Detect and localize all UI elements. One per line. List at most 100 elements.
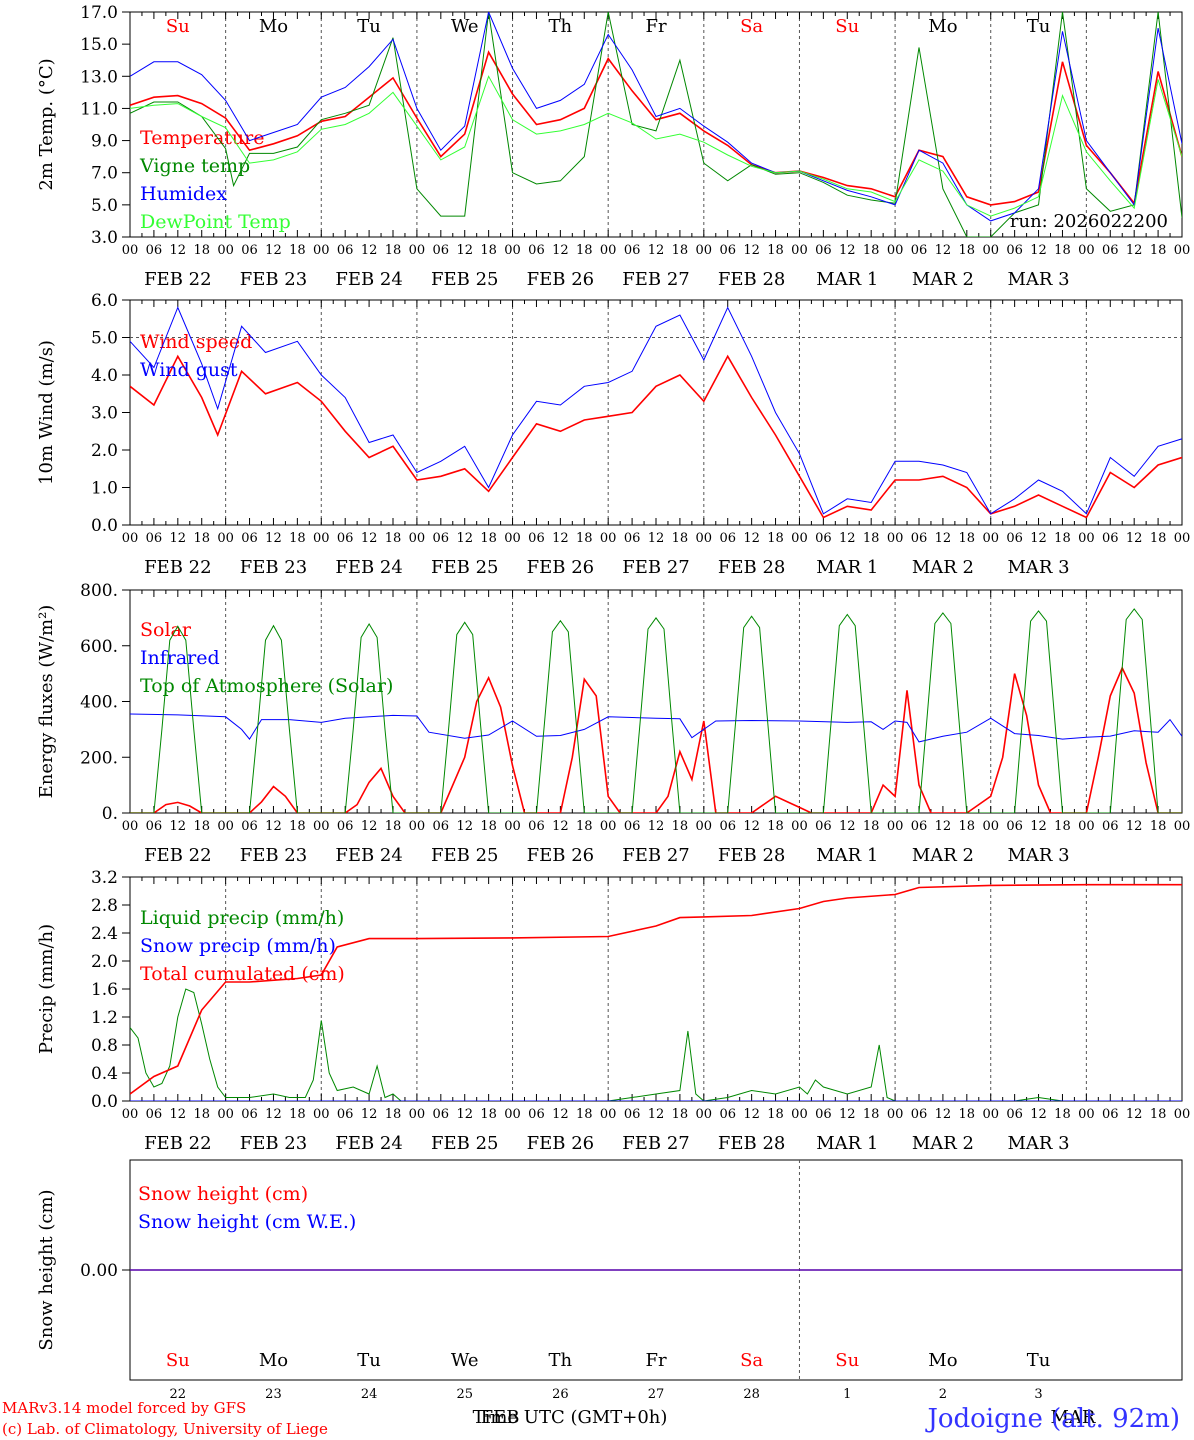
hour-tick-label: 12 <box>839 1107 856 1122</box>
series-line-liquid-precip-mm-h- <box>130 988 1182 1101</box>
hour-tick-label: 12 <box>552 531 569 546</box>
hour-tick-label: 18 <box>672 1107 689 1122</box>
y-tick-label: 9.0 <box>91 132 118 152</box>
hour-tick-label: 12 <box>1126 531 1143 546</box>
date-label: FEB 27 <box>622 269 689 290</box>
y-tick-label: 3.0 <box>91 228 118 248</box>
y-tick-label: 5.0 <box>91 196 118 216</box>
wind-panel: 0.0 1.0 2.0 3.0 4.0 5.0 6.0 10m Wind (m/s) 00 06 1… <box>36 291 1190 578</box>
series-line-total-cumulated-cm- <box>130 883 1182 1095</box>
hour-tick-label: 00 <box>1174 819 1191 834</box>
y-tick-label: 0.8 <box>91 1036 118 1056</box>
hour-tick-label: 06 <box>911 531 928 546</box>
legend-entry: Humidex <box>140 183 227 205</box>
hour-tick-label: 12 <box>1030 1107 1047 1122</box>
hour-tick-label: 06 <box>433 243 450 258</box>
hour-tick-label: 00 <box>504 243 521 258</box>
run-annotation: run: 2026022200 <box>1010 211 1168 232</box>
hour-tick-label: 12 <box>1030 243 1047 258</box>
date-label: FEB 25 <box>431 845 498 866</box>
hour-tick-label: 12 <box>648 1107 665 1122</box>
y-axis-label: Precip (mm/h) <box>36 924 57 1054</box>
series-line-vigne-temp <box>130 12 1182 237</box>
date-label: MAR 2 <box>912 845 974 866</box>
hour-tick-label: 00 <box>696 243 713 258</box>
date-label: FEB 23 <box>240 269 307 290</box>
hour-tick-label: 12 <box>170 243 187 258</box>
hour-tick-label: 12 <box>552 243 569 258</box>
hour-tick-label: 06 <box>911 243 928 258</box>
hour-tick-label: 18 <box>767 819 784 834</box>
hour-tick-label: 18 <box>959 1107 976 1122</box>
date-label: FEB 26 <box>527 557 594 578</box>
weekday-label: Th <box>549 1350 573 1371</box>
hour-tick-label: 06 <box>241 819 258 834</box>
hour-tick-label: 00 <box>982 243 999 258</box>
day-number-label: 25 <box>456 1387 473 1402</box>
hour-tick-label: 06 <box>1102 531 1119 546</box>
hour-tick-label: 06 <box>1102 243 1119 258</box>
y-tick-label: 0. <box>102 804 118 824</box>
legend-entry: Solar <box>140 619 192 641</box>
hour-tick-label: 12 <box>935 531 952 546</box>
date-label: FEB 23 <box>240 1133 307 1154</box>
hour-tick-label: 18 <box>385 243 402 258</box>
hour-tick-label: 18 <box>672 243 689 258</box>
y-tick-label: 1.6 <box>91 980 118 1000</box>
date-label: FEB 28 <box>718 557 785 578</box>
date-label: FEB 23 <box>240 557 307 578</box>
date-label: FEB 27 <box>622 1133 689 1154</box>
date-label: MAR 1 <box>816 269 878 290</box>
hour-tick-label: 06 <box>624 819 641 834</box>
y-axis-label: Energy fluxes (W/m²) <box>36 605 57 799</box>
hour-tick-label: 12 <box>1030 531 1047 546</box>
hour-tick-label: 06 <box>146 1107 163 1122</box>
hour-tick-label: 00 <box>982 531 999 546</box>
hour-tick-label: 06 <box>719 1107 736 1122</box>
date-label: MAR 1 <box>816 557 878 578</box>
lab-credit: (c) Lab. of Climatology, University of L… <box>2 1420 328 1438</box>
hour-tick-label: 06 <box>1006 819 1023 834</box>
hour-tick-label: 18 <box>289 243 306 258</box>
hour-tick-label: 06 <box>1006 531 1023 546</box>
hour-tick-label: 00 <box>504 531 521 546</box>
hour-tick-label: 00 <box>600 243 617 258</box>
hour-tick-label: 06 <box>719 243 736 258</box>
hour-tick-label: 06 <box>624 243 641 258</box>
hour-tick-label: 18 <box>959 243 976 258</box>
weekday-label: Tu <box>357 16 381 37</box>
hour-tick-label: 00 <box>696 819 713 834</box>
hour-tick-label: 06 <box>911 1107 928 1122</box>
hour-tick-label: 12 <box>839 243 856 258</box>
y-tick-label: 0.0 <box>91 1092 118 1112</box>
y-tick-label: 1.0 <box>91 479 118 499</box>
y-tick-label: 3.2 <box>91 868 118 888</box>
hour-tick-label: 18 <box>1054 1107 1071 1122</box>
hour-tick-label: 18 <box>576 243 593 258</box>
series-line-top-of-atmosphere-solar- <box>130 608 1182 813</box>
day-number-label: 24 <box>361 1387 378 1402</box>
hour-tick-label: 12 <box>1126 1107 1143 1122</box>
series-line-solar <box>130 666 1182 813</box>
hour-tick-label: 18 <box>480 531 497 546</box>
hour-tick-label: 18 <box>193 1107 210 1122</box>
y-axis-label: Snow height (cm) <box>36 1189 57 1350</box>
date-label: FEB 25 <box>431 269 498 290</box>
hour-tick-label: 00 <box>1078 243 1095 258</box>
hour-tick-label: 12 <box>456 531 473 546</box>
hour-tick-label: 00 <box>791 1107 808 1122</box>
hour-tick-label: 00 <box>600 531 617 546</box>
date-label: MAR 1 <box>816 845 878 866</box>
legend-entry: Snow precip (mm/h) <box>140 935 336 957</box>
weekday-label: Sa <box>740 16 763 37</box>
month-overlay-feb: FEB <box>481 1407 520 1428</box>
hour-tick-label: 00 <box>982 819 999 834</box>
hour-tick-label: 00 <box>409 1107 426 1122</box>
hour-tick-label: 18 <box>672 531 689 546</box>
series-line-humidex <box>130 12 1182 222</box>
legend-entry: Snow height (cm W.E.) <box>138 1211 356 1233</box>
hour-tick-label: 18 <box>480 1107 497 1122</box>
hour-tick-label: 18 <box>385 531 402 546</box>
hour-tick-label: 00 <box>696 531 713 546</box>
y-tick-label: 0.00 <box>80 1261 118 1281</box>
